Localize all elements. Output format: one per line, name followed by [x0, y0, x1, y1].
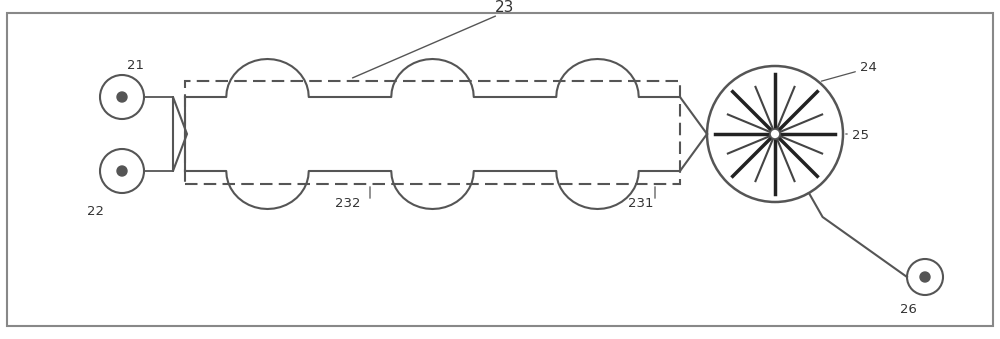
Circle shape: [117, 166, 127, 176]
Circle shape: [770, 129, 780, 139]
Text: 232: 232: [335, 197, 360, 210]
Text: 26: 26: [900, 303, 917, 316]
Bar: [185, 81, 680, 184]
Text: 23: 23: [495, 0, 515, 15]
Circle shape: [920, 272, 930, 282]
Text: 231: 231: [628, 197, 654, 210]
FancyBboxPatch shape: [7, 13, 993, 326]
Text: 21: 21: [127, 59, 144, 72]
Text: 24: 24: [860, 61, 877, 74]
Text: 25: 25: [852, 129, 869, 142]
Text: 22: 22: [87, 205, 104, 218]
Circle shape: [117, 92, 127, 102]
